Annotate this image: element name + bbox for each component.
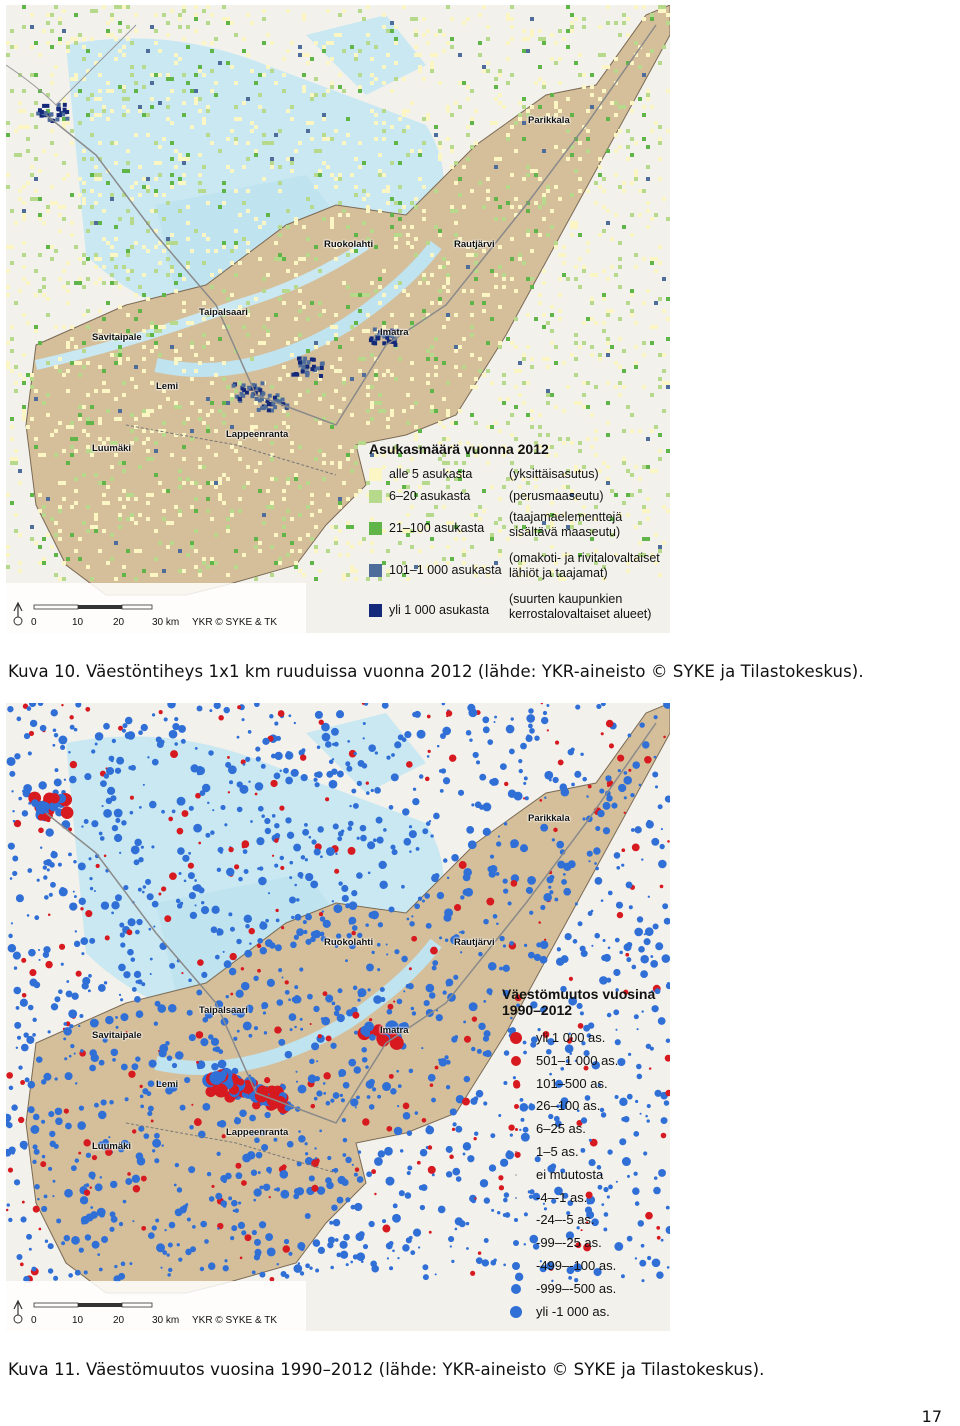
place-label: Parikkala xyxy=(528,813,570,824)
legend-label: -24–-5 as. xyxy=(536,1212,595,1228)
map1-legend-title: Asukasmäärä vuonna 2012 xyxy=(369,441,549,457)
population-change-map: 0 10 20 30 km YKR © SYKE & TK Parikkala … xyxy=(6,703,670,1331)
legend-dot xyxy=(514,1218,518,1223)
scale-tick-10: 10 xyxy=(72,617,84,628)
legend-dot xyxy=(511,1055,521,1066)
scale-tick-30: 30 km xyxy=(152,1315,180,1326)
legend-dot xyxy=(510,1032,522,1044)
legend-label: alle 5 asukasta xyxy=(389,467,473,481)
scale-tick-20: 20 xyxy=(113,617,125,628)
legend-dot xyxy=(513,1103,519,1109)
legend-desc: (perusmaaseutu) xyxy=(509,489,604,503)
scale-tick-10: 10 xyxy=(72,1315,84,1326)
legend-label: yli -1 000 as. xyxy=(536,1303,610,1319)
place-label: Taipalsaari xyxy=(199,307,248,318)
legend-dot xyxy=(510,1305,522,1318)
place-label: Luumäki xyxy=(92,443,132,454)
legend-label: 6–25 as. xyxy=(536,1121,586,1137)
place-label: Imatra xyxy=(380,327,409,338)
legend-label: yli 1 000 as. xyxy=(536,1030,606,1045)
legend-dot xyxy=(512,1080,520,1088)
place-label: Lappeenranta xyxy=(226,429,289,440)
legend-label: -4–-1 as. xyxy=(536,1189,588,1205)
change-dots xyxy=(6,703,670,1283)
map-credit: YKR © SYKE & TK xyxy=(192,617,277,628)
legend-label: 26–100 as. xyxy=(536,1098,601,1114)
place-label: Rautjärvi xyxy=(454,937,495,948)
legend-dot xyxy=(515,1173,517,1176)
map1-base xyxy=(6,5,670,633)
legend-label: 501–1 000 as. xyxy=(536,1052,619,1068)
legend-dot xyxy=(515,1151,517,1153)
place-label: Lappeenranta xyxy=(226,1127,289,1138)
legend-swatch xyxy=(369,468,382,481)
legend-label: 21–100 asukasta xyxy=(389,521,485,535)
place-label: Savitaipale xyxy=(92,1030,142,1041)
legend-desc: (taajamaelementtejä sisältävä maaseutu) xyxy=(509,510,623,539)
caption-figure-11: Kuva 11. Väestömuutos vuosina 1990–2012 … xyxy=(8,1360,765,1379)
place-label: Rautjärvi xyxy=(454,239,495,250)
scale-tick-0: 0 xyxy=(31,617,37,628)
legend-dot xyxy=(512,1262,520,1270)
place-label: Parikkala xyxy=(528,115,570,126)
legend-dot xyxy=(511,1283,521,1294)
legend-desc: (suurten kaupunkien kerrostalovaltaiset … xyxy=(509,592,652,621)
population-density-map: 0 10 20 30 km YKR © SYKE & TK Parikkala … xyxy=(6,5,670,633)
map2-base xyxy=(6,703,670,1331)
legend-label: yli 1 000 asukasta xyxy=(389,603,490,617)
scale-tick-0: 0 xyxy=(31,1315,37,1326)
legend-label: -499–-100 as. xyxy=(536,1258,617,1273)
legend-desc: (yksittäisasutus) xyxy=(509,467,599,481)
scale-tick-20: 20 xyxy=(113,1315,125,1326)
place-label: Lemi xyxy=(156,381,179,392)
page-number: 17 xyxy=(921,1407,942,1426)
legend-swatch xyxy=(369,564,382,577)
map2-legend-title: Väestömuutos vuosina 1990–2012 xyxy=(502,986,656,1018)
place-label: Taipalsaari xyxy=(199,1005,248,1016)
legend-label: 1–5 as. xyxy=(536,1144,579,1159)
place-label: Ruokolahti xyxy=(324,239,374,250)
legend-label: 6–20 asukasta xyxy=(389,489,471,503)
legend-label: -999–-500 as. xyxy=(536,1280,617,1296)
legend-swatch xyxy=(369,490,382,503)
legend-label: 101–500 as. xyxy=(536,1075,608,1091)
place-label: Lemi xyxy=(156,1079,179,1090)
place-label: Savitaipale xyxy=(92,332,142,343)
legend-swatch xyxy=(369,522,382,535)
density-cells xyxy=(6,5,670,581)
legend-dot xyxy=(514,1127,518,1131)
place-label: Ruokolahti xyxy=(324,937,374,948)
map-credit: YKR © SYKE & TK xyxy=(192,1315,277,1326)
caption-figure-10: Kuva 10. Väestöntiheys 1x1 km ruuduissa … xyxy=(8,662,864,681)
scale-tick-30: 30 km xyxy=(152,617,180,628)
legend-label: 101–1 000 asukasta xyxy=(389,563,502,577)
legend-swatch xyxy=(369,604,382,617)
legend-label: -99–-25 as. xyxy=(536,1235,602,1251)
place-label: Luumäki xyxy=(92,1141,132,1152)
legend-desc: (omakoti- ja rivitalovaltaiset lähiöt ja… xyxy=(509,551,660,580)
legend-dot xyxy=(515,1196,517,1199)
legend-dot xyxy=(513,1240,519,1247)
legend-label: ei muutosta xyxy=(536,1166,604,1182)
place-label: Imatra xyxy=(380,1025,409,1036)
